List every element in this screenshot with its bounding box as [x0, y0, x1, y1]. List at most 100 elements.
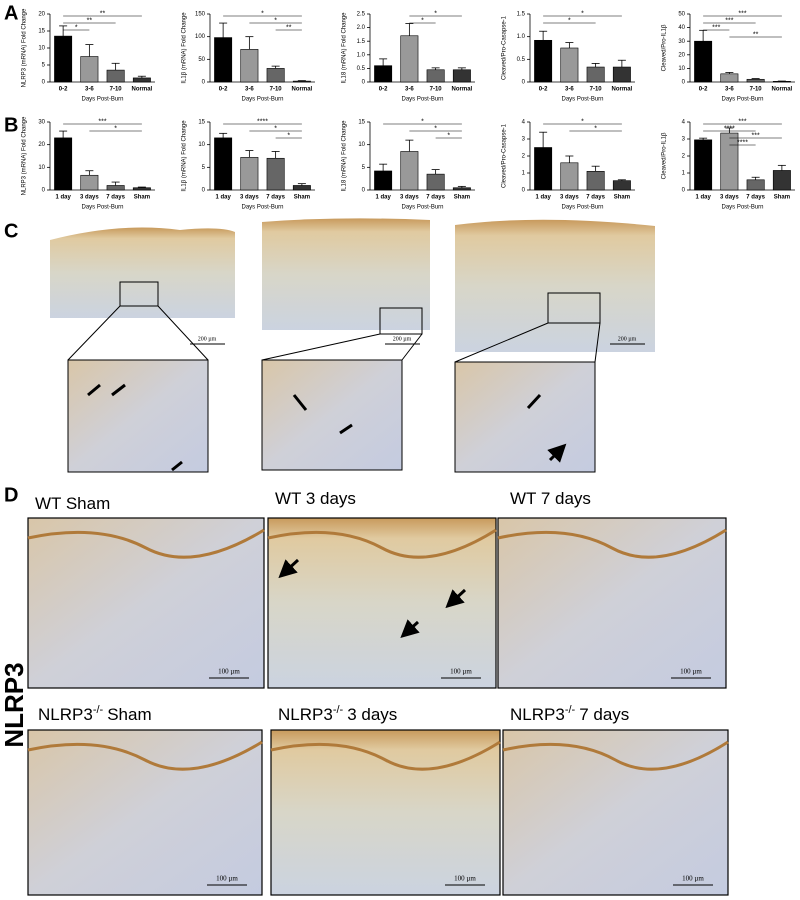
x-axis-label: Days Post-Burn [561, 97, 603, 103]
scale-bar-label: 100 µm [680, 668, 702, 676]
x-tick-label: Sham [454, 195, 470, 201]
y-tick-label: 5 [362, 165, 366, 171]
caption-text: Sham [107, 705, 151, 724]
y-axis-label: NLRP3 (mRNA) Fold Change [22, 116, 28, 195]
scale-bar-label: 100 µm [450, 668, 472, 676]
x-tick-label: 0-2 [59, 87, 68, 93]
x-tick-label: 3-6 [565, 87, 574, 93]
caption-superscript: -/- [565, 704, 576, 716]
caption-superscript: -/- [333, 704, 344, 716]
y-tick-label: 0 [202, 80, 206, 86]
x-tick-label: 1 day [55, 195, 71, 201]
x-tick-label: Sham [614, 195, 630, 201]
y-tick-label: 1 [682, 171, 686, 177]
histology-image [270, 729, 501, 896]
y-tick-label: 1.5 [517, 12, 526, 18]
x-tick-label: 3-6 [85, 87, 94, 93]
caption-text: WT 3 days [275, 489, 356, 508]
histology-image [262, 218, 430, 330]
significance-label: * [434, 125, 437, 132]
panel-c-images: 200 µm 200 µm 200 µm [50, 218, 655, 473]
caption-text: 3 days [347, 705, 397, 724]
bar [240, 157, 259, 191]
bar [560, 47, 579, 83]
caption-text: NLRP3 [278, 705, 333, 724]
y-axis-label: Cleaved/Pro-IL1β [662, 132, 668, 179]
x-tick-label: Sham [294, 195, 310, 201]
significance-label: *** [738, 10, 746, 17]
bar [612, 66, 631, 83]
zoom-box [379, 307, 423, 335]
significance-label: *** [725, 17, 733, 24]
arrow [87, 383, 560, 472]
significance-label: ** [286, 24, 292, 31]
x-tick-label: 7-10 [590, 87, 603, 93]
zoom-box [119, 281, 159, 307]
significance-label: * [287, 132, 290, 139]
histology-image [27, 517, 265, 689]
y-tick-label: 10 [38, 165, 45, 171]
tissue-surface [497, 528, 727, 559]
bar [240, 49, 259, 83]
y-tick-label: 30 [678, 39, 685, 45]
bar [694, 139, 713, 191]
bar [266, 157, 285, 191]
y-tick-label: 0 [682, 188, 686, 194]
x-tick-label: 7 days [586, 195, 605, 201]
panel-label: B [4, 114, 18, 136]
histology-image [267, 517, 497, 689]
x-tick-label: Normal [772, 87, 793, 93]
y-tick-label: 20 [38, 12, 45, 18]
y-tick-label: 0.5 [357, 66, 366, 72]
y-tick-label: 4 [682, 120, 686, 126]
caption-text: NLRP3 [38, 705, 93, 724]
x-tick-label: 0-2 [219, 87, 228, 93]
y-tick-label: 4 [522, 120, 526, 126]
bar [292, 185, 311, 191]
histology-image [502, 729, 729, 896]
significance-label: **** [257, 118, 268, 125]
histology-image [50, 227, 235, 318]
x-tick-label: 0-2 [539, 87, 548, 93]
caption-text: NLRP3 [510, 705, 565, 724]
significance-label: **** [737, 139, 748, 146]
bar [292, 80, 311, 83]
significance-label: * [274, 17, 277, 24]
x-axis-label: Days Post-Burn [721, 97, 763, 103]
y-tick-label: 1.5 [357, 39, 366, 45]
significance-label: *** [712, 24, 720, 31]
x-tick-label: 7-10 [110, 87, 123, 93]
zoom-image [261, 359, 403, 471]
y-tick-label: 100 [195, 34, 206, 40]
x-tick-label: Normal [292, 87, 313, 93]
zoom-image [67, 359, 209, 473]
tissue-surface [27, 740, 263, 771]
row-label: NLRP3 [0, 662, 29, 747]
y-tick-label: 0 [202, 188, 206, 194]
x-axis-label: Days Post-Burn [401, 205, 443, 211]
image-caption: NLRP3-/- 7 days [510, 704, 629, 725]
x-axis-label: Days Post-Burn [561, 205, 603, 211]
bar [560, 162, 579, 191]
arrow [445, 588, 467, 609]
y-tick-label: 15 [198, 120, 205, 126]
bar [54, 137, 73, 191]
x-tick-label: 1 day [695, 195, 711, 201]
x-tick-label: Sham [134, 195, 150, 201]
zoom-line [67, 305, 601, 363]
x-axis-label: Days Post-Burn [241, 205, 283, 211]
significance-label: ** [100, 10, 106, 17]
y-axis-label: Cleaved/Pro-IL1β [662, 24, 668, 71]
x-tick-label: Normal [452, 87, 473, 93]
y-tick-label: 2.0 [357, 25, 366, 31]
y-axis-label: Cleaved/Pro-Casapse-1 [502, 123, 508, 188]
bar [720, 132, 739, 191]
image-caption: NLRP3-/- Sham [38, 704, 152, 725]
scale-bar-label: 100 µm [216, 875, 238, 883]
image-caption: WT 3 days [275, 489, 356, 508]
significance-label: * [274, 125, 277, 132]
panel-label: D [4, 484, 18, 506]
x-tick-label: 7-10 [270, 87, 283, 93]
x-tick-label: 3 days [240, 195, 259, 201]
bar [426, 173, 445, 191]
